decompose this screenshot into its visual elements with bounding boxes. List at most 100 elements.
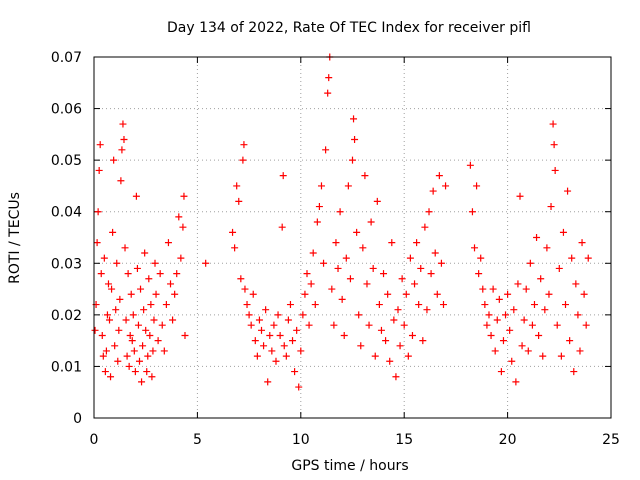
data-point [111, 342, 119, 350]
data-point [126, 331, 134, 339]
data-point [144, 352, 152, 360]
data-points [91, 53, 592, 391]
data-point [138, 378, 146, 386]
data-point [419, 337, 427, 345]
data-point [386, 357, 394, 365]
data-point [346, 275, 354, 283]
data-point [334, 264, 342, 272]
data-point [117, 177, 125, 185]
x-tick-label: 15 [395, 432, 413, 448]
y-tick-label: 0.07 [51, 50, 82, 66]
data-point [289, 337, 297, 345]
data-point [539, 352, 547, 360]
data-point [328, 285, 336, 293]
data-point [398, 275, 406, 283]
data-point [96, 141, 104, 149]
data-point [437, 259, 445, 267]
data-point [175, 213, 183, 221]
data-point [392, 373, 400, 381]
data-point [325, 74, 333, 82]
data-point [241, 285, 249, 293]
data-point [489, 285, 497, 293]
data-point [152, 290, 160, 298]
x-axis-ticks: 0 5 10 15 20 25 [90, 57, 620, 448]
data-point [406, 254, 414, 262]
data-point [102, 347, 110, 355]
data-point [508, 357, 516, 365]
y-tick-label: 0.02 [51, 308, 82, 324]
data-point [235, 197, 243, 205]
data-point [413, 239, 421, 247]
data-point [307, 280, 315, 288]
data-point [551, 166, 559, 174]
data-point [233, 182, 241, 190]
data-point [239, 156, 247, 164]
data-point [134, 321, 142, 329]
data-point [497, 368, 505, 376]
data-point [388, 239, 396, 247]
data-point [156, 270, 164, 278]
data-point [526, 259, 534, 267]
data-point [169, 316, 177, 324]
data-point [475, 270, 483, 278]
data-point [564, 187, 572, 195]
data-point [123, 352, 131, 360]
data-point [477, 254, 485, 262]
data-point [258, 326, 266, 334]
data-point [160, 347, 168, 355]
data-point [375, 301, 383, 309]
data-point [324, 89, 332, 97]
data-point [382, 337, 390, 345]
data-point [177, 254, 185, 262]
data-point [247, 321, 255, 329]
data-point [309, 249, 317, 257]
data-point [537, 275, 545, 283]
data-point [151, 259, 159, 267]
data-point [149, 347, 157, 355]
data-point [284, 316, 292, 324]
data-point [557, 352, 565, 360]
data-point [574, 311, 582, 319]
data-point [363, 280, 371, 288]
data-point [493, 316, 501, 324]
data-point [473, 182, 481, 190]
data-point [139, 342, 147, 350]
data-point [545, 290, 553, 298]
data-point [541, 306, 549, 314]
data-point [338, 295, 346, 303]
data-point [104, 280, 112, 288]
data-point [369, 264, 377, 272]
data-point [433, 290, 441, 298]
data-point [340, 331, 348, 339]
data-point [279, 172, 287, 180]
data-point [390, 316, 398, 324]
data-point [305, 321, 313, 329]
data-point [429, 187, 437, 195]
y-tick-label: 0.06 [51, 102, 82, 118]
data-point [311, 301, 319, 309]
data-point [322, 146, 330, 154]
data-point [143, 368, 151, 376]
data-point [425, 208, 433, 216]
data-point [171, 290, 179, 298]
data-point [547, 203, 555, 211]
data-point [173, 270, 181, 278]
data-point [568, 254, 576, 262]
data-point [572, 280, 580, 288]
data-point [253, 352, 261, 360]
data-point [272, 357, 280, 365]
data-point [202, 259, 210, 267]
data-point [512, 378, 520, 386]
data-point [99, 352, 107, 360]
data-point [543, 244, 551, 252]
data-point [162, 301, 170, 309]
data-point [129, 311, 137, 319]
data-point [408, 331, 416, 339]
data-point [566, 337, 574, 345]
x-tick-label: 0 [90, 432, 99, 448]
data-point [400, 321, 408, 329]
data-point [481, 301, 489, 309]
y-tick-label: 0.03 [51, 256, 82, 272]
data-point [353, 228, 361, 236]
data-point [91, 326, 99, 334]
